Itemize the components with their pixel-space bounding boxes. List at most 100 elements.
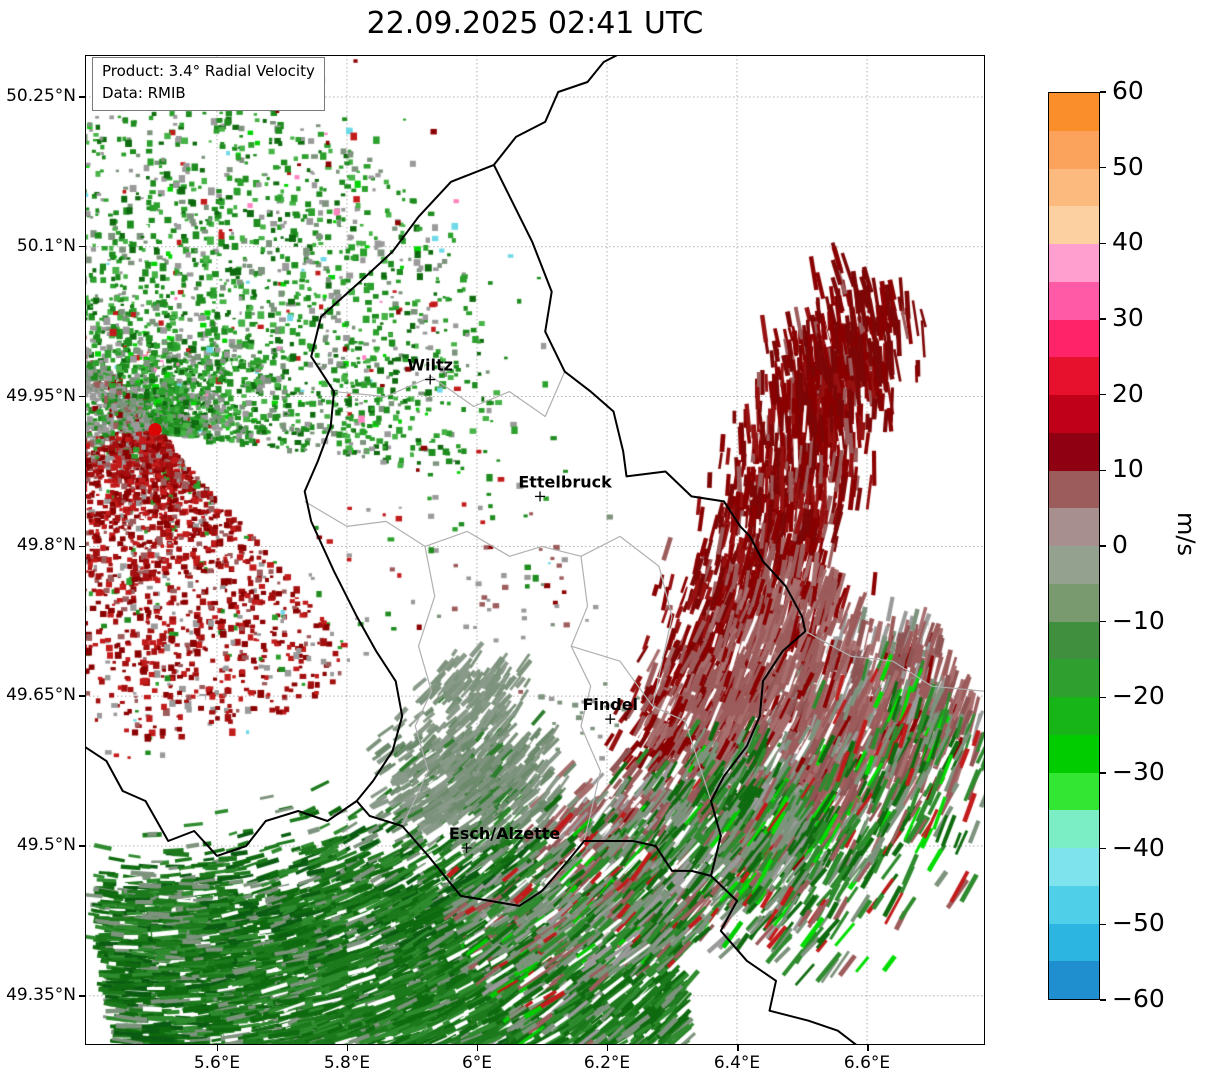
map-border-layer: Wiltz Ettelbruck Findel Esch/Alzette [85, 55, 985, 1045]
figure-title: 22.09.2025 02:41 UTC [366, 6, 704, 41]
colorbar-tick-mark [1100, 393, 1106, 396]
colorbar-tick-label: −60 [1112, 984, 1165, 1013]
colorbar-segment [1049, 583, 1099, 622]
france-belgium-border [85, 745, 358, 857]
colorbar-tick-label: −10 [1112, 605, 1165, 635]
colorbar-segment [1049, 319, 1099, 358]
y-tick-label: 50.1°N [16, 235, 76, 256]
colorbar-segment [1049, 357, 1099, 395]
colorbar-segment [1049, 885, 1099, 924]
x-tick-label: 6.4°E [713, 1053, 761, 1073]
colorbar-tick-mark [1100, 620, 1106, 623]
colorbar-segment [1049, 395, 1099, 433]
france-germany-moselle-border [710, 875, 858, 1045]
colorbar-segment [1049, 772, 1099, 811]
colorbar-tick-label: 20 [1112, 378, 1144, 408]
x-tick-mark [867, 1045, 869, 1051]
colorbar-tick-mark [1100, 318, 1106, 320]
x-tick-mark [346, 1045, 349, 1051]
y-tick-mark [79, 545, 85, 548]
belgium-germany-border [493, 55, 620, 166]
product-line: Product: 3.4° Radial Velocity [102, 62, 315, 80]
colorbar-segment [1049, 244, 1099, 282]
colorbar-tick-label: 50 [1112, 151, 1144, 181]
y-tick-mark [79, 96, 85, 98]
city-label: Ettelbruck [518, 472, 612, 491]
x-tick-label: 6.2°E [583, 1053, 631, 1073]
colorbar-tick-mark [1100, 469, 1106, 472]
admin-german-district-east [805, 630, 985, 692]
colorbar-tick-mark [1100, 999, 1106, 1001]
city-marker-esch-alzette: Esch/Alzette [449, 824, 561, 853]
y-tick-label: 49.65°N [6, 685, 76, 706]
city-marker-findel: Findel [582, 695, 638, 725]
x-tick-mark [606, 1045, 609, 1051]
y-tick-label: 50.25°N [6, 85, 76, 106]
colorbar-segment [1049, 659, 1099, 697]
admin-center-vertical [401, 546, 436, 827]
city-label: Esch/Alzette [449, 824, 561, 843]
colorbar-tick-label: 0 [1112, 530, 1128, 559]
colorbar-tick-label: −20 [1112, 681, 1165, 711]
x-tick-label: 6°E [461, 1053, 492, 1073]
admin-grevenmacher [619, 535, 673, 707]
colorbar-tick-mark [1100, 166, 1106, 169]
radar-site-dot [148, 423, 162, 437]
y-tick-label: 49.95°N [6, 385, 76, 406]
colorbar-segment [1049, 923, 1099, 962]
x-tick-mark [216, 1045, 219, 1051]
x-tick-label: 6.6°E [843, 1053, 891, 1073]
colorbar-segment [1049, 508, 1099, 546]
product-info-box: Product: 3.4° Radial Velocity Data: RMIB [92, 57, 325, 111]
colorbar-tick-label: 10 [1112, 454, 1144, 484]
colorbar-tick-label: −40 [1112, 832, 1165, 862]
colorbar-segment [1049, 697, 1099, 735]
colorbar-tick-label: 30 [1112, 303, 1144, 332]
y-tick-label: 49.5°N [16, 834, 76, 855]
city-label: Findel [582, 695, 638, 714]
admin-findel-diagonal [571, 645, 712, 802]
radar-velocity-layer [85, 55, 985, 1045]
colorbar-segment [1049, 281, 1099, 320]
map-plot-area: Wiltz Ettelbruck Findel Esch/Alzette Produc… [85, 55, 985, 1045]
y-tick-mark [79, 245, 85, 248]
colorbar-segment [1049, 93, 1099, 131]
colorbar-tick-mark [1100, 545, 1106, 547]
colorbar-tick-label: 40 [1112, 227, 1144, 257]
colorbar-tick-mark [1100, 847, 1106, 850]
y-tick-mark [79, 695, 85, 697]
colorbar-tick-mark [1100, 772, 1106, 774]
y-tick-label: 49.35°N [6, 984, 76, 1005]
city-label: Wiltz [407, 356, 453, 375]
y-tick-mark [79, 845, 85, 847]
colorbar-tick-mark [1100, 696, 1106, 699]
colorbar-tick-mark [1100, 91, 1106, 93]
colorbar-segment [1049, 206, 1099, 244]
colorbar-segment [1049, 130, 1099, 169]
admin-east-vertical [570, 556, 602, 842]
colorbar-segment [1049, 168, 1099, 207]
y-tick-mark [79, 395, 85, 398]
colorbar-segment [1049, 546, 1099, 584]
colorbar-segment [1049, 961, 1099, 999]
x-tick-mark [476, 1045, 479, 1051]
x-tick-mark [737, 1045, 739, 1051]
city-marker-wiltz: Wiltz [407, 356, 453, 385]
colorbar-tick-label: 60 [1112, 76, 1144, 105]
data-source-line: Data: RMIB [102, 83, 186, 102]
colorbar-segment [1049, 470, 1099, 509]
y-tick-mark [79, 995, 85, 997]
colorbar-segment [1049, 621, 1099, 660]
city-marker-ettelbruck: Ettelbruck [518, 472, 612, 502]
colorbar-gradient [1048, 92, 1100, 1000]
x-tick-label: 5.6°E [193, 1053, 241, 1073]
colorbar-tick-mark [1100, 242, 1106, 245]
y-tick-label: 49.8°N [16, 535, 76, 556]
colorbar-unit-label: m/s [1172, 512, 1200, 556]
colorbar-segment [1049, 810, 1099, 848]
colorbar-segment [1049, 848, 1099, 886]
colorbar-tick-mark [1100, 923, 1106, 926]
colorbar-tick-label: −30 [1112, 757, 1165, 786]
colorbar-segment [1049, 432, 1099, 471]
